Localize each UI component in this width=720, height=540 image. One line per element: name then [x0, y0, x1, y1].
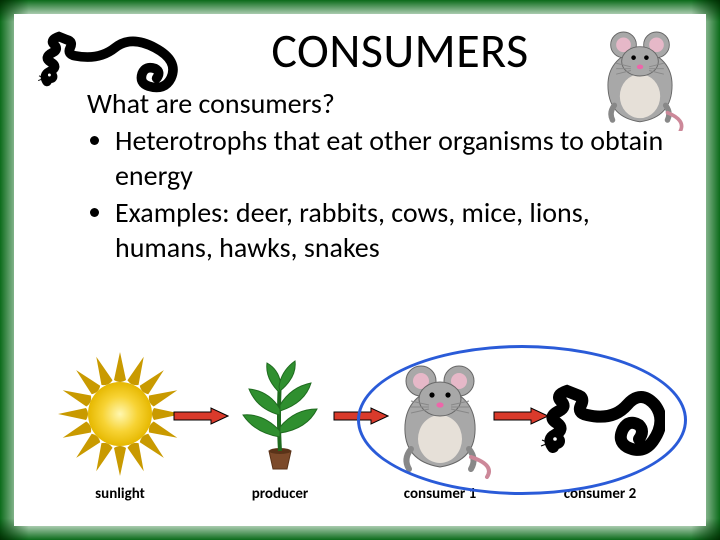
plant-icon: [215, 349, 345, 479]
food-chain-row: sunlight: [45, 349, 675, 503]
mouse-icon: [375, 349, 505, 479]
bullet-2: Examples: deer, rabbits, cows, mice, lio…: [115, 195, 665, 265]
chain-item-sunlight: sunlight: [45, 349, 195, 503]
arrow-icon: [173, 407, 229, 425]
body-text: What are consumers? Heterotrophs that ea…: [87, 86, 665, 265]
chain-item-producer: producer: [205, 349, 355, 503]
snake-icon: [535, 349, 665, 479]
arrow-icon: [493, 407, 549, 425]
chain-label-consumer1: consumer 1: [404, 485, 476, 503]
arrow-icon: [333, 407, 389, 425]
chain-label-producer: producer: [252, 485, 309, 503]
chain-label-consumer2: consumer 2: [564, 485, 636, 503]
chain-label-sunlight: sunlight: [95, 485, 145, 503]
sun-icon: [55, 349, 185, 479]
slide-content: CONSUMERS What are consumers? Heterotrop…: [14, 14, 706, 526]
bullet-1: Heterotrophs that eat other organisms to…: [115, 123, 665, 193]
bullet-list: Heterotrophs that eat other organisms to…: [115, 123, 665, 265]
chain-item-consumer2: consumer 2: [525, 349, 675, 503]
slide-frame: CONSUMERS What are consumers? Heterotrop…: [0, 0, 720, 540]
chain-item-consumer1: consumer 1: [365, 349, 515, 503]
slide-title: CONSUMERS: [55, 21, 720, 80]
